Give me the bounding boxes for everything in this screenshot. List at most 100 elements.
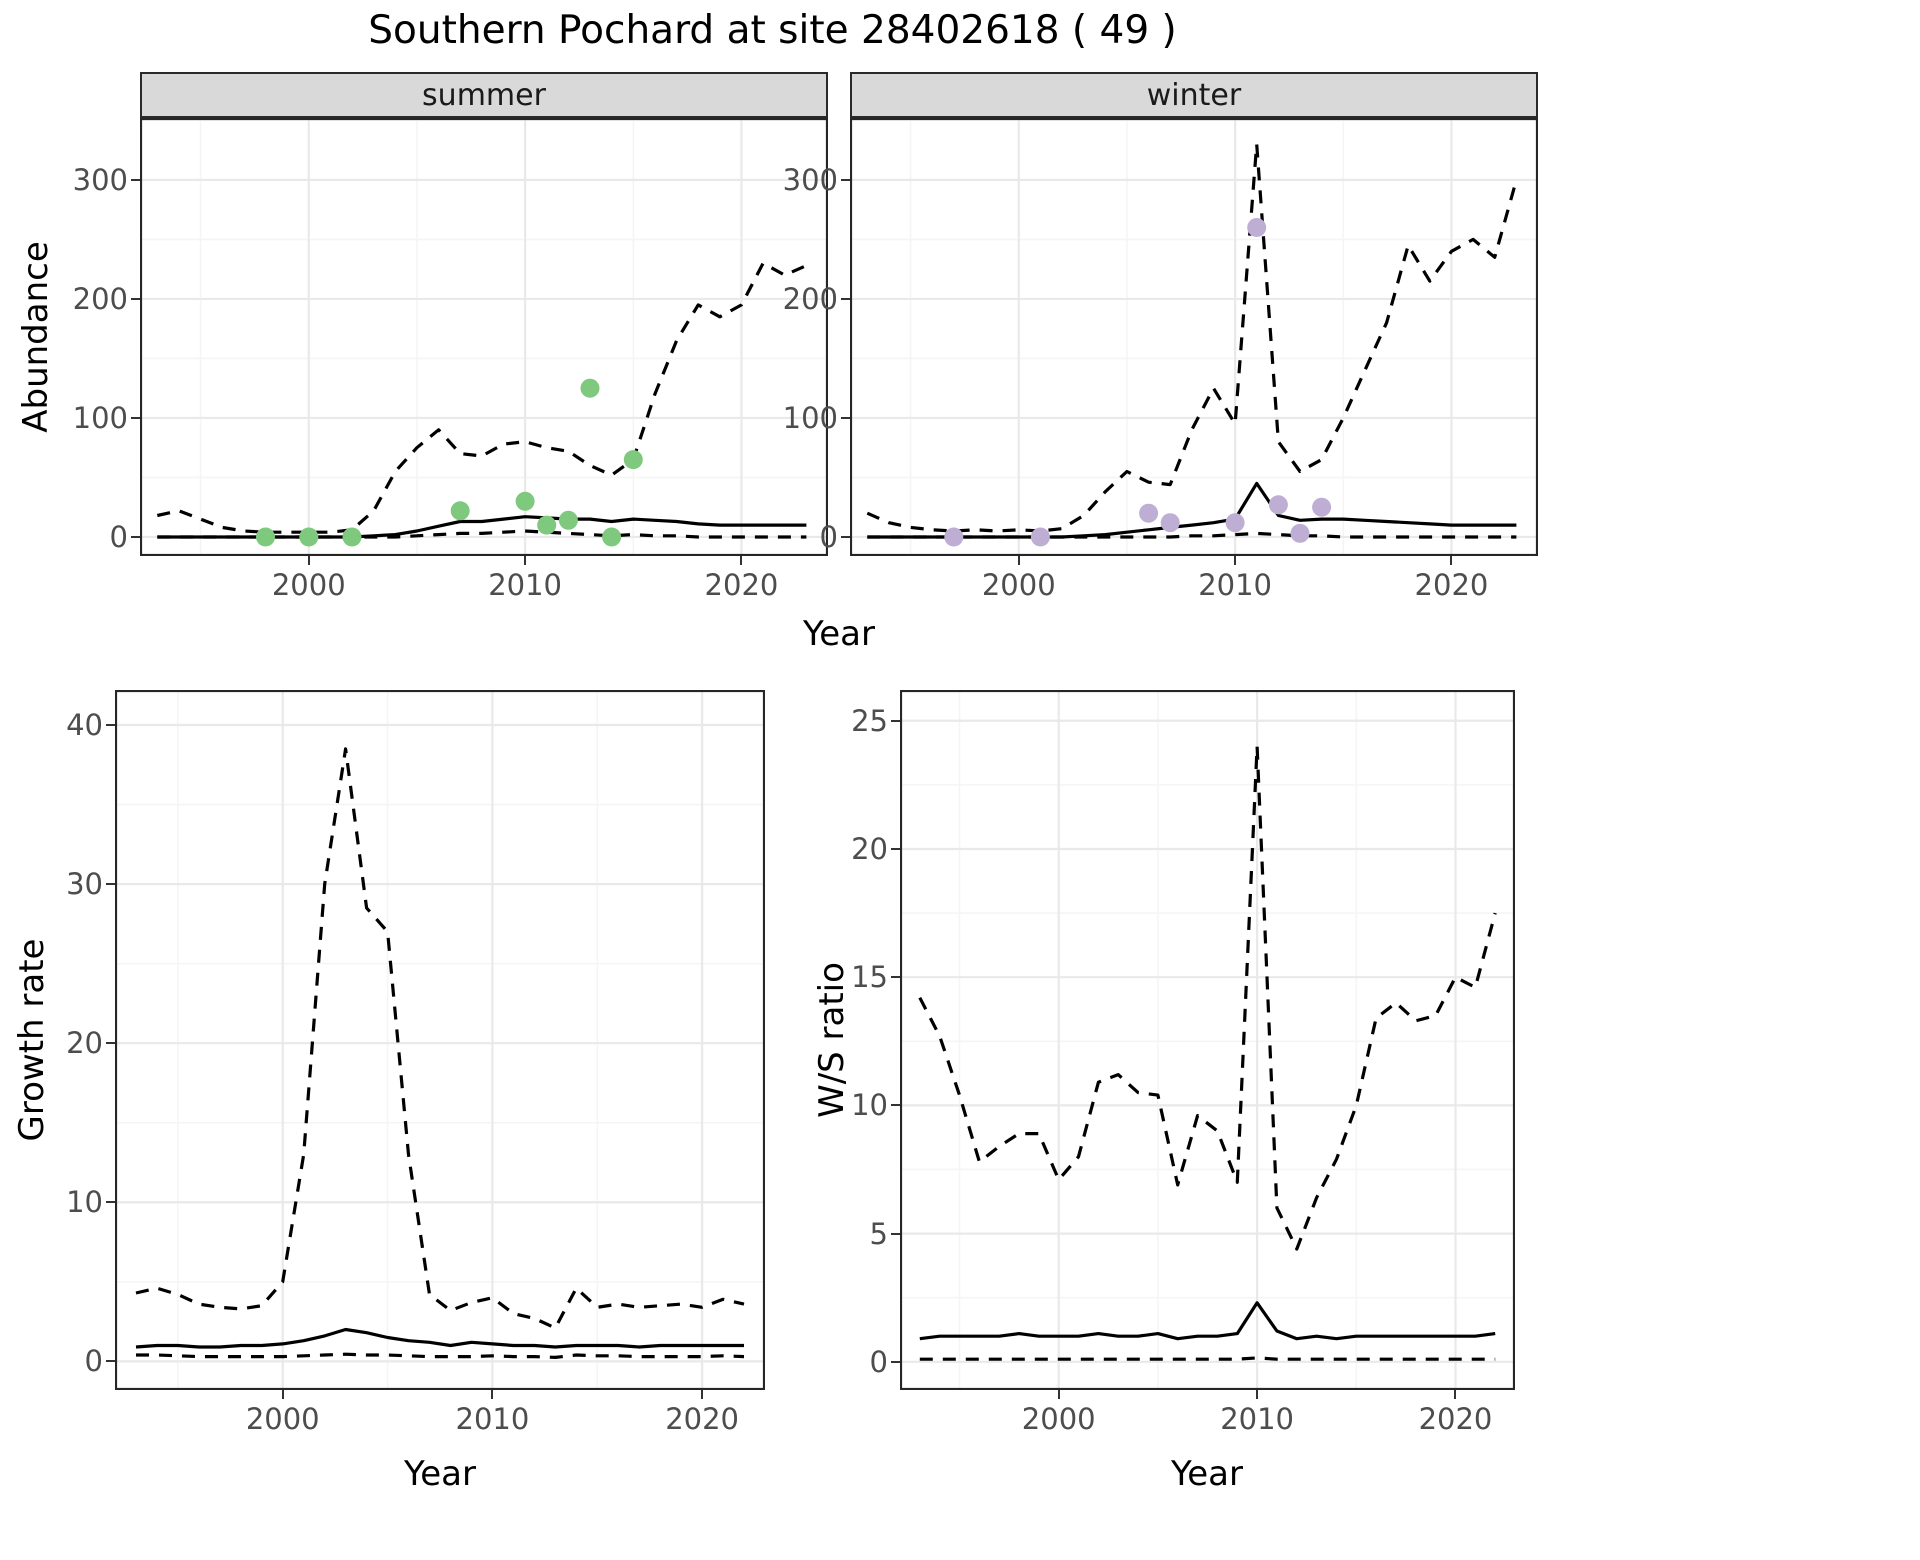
data-point-observed-count [299,527,319,547]
series-upper_ci [866,142,1518,533]
data-point-observed-count [1312,497,1332,517]
y-tick-label: 0 [819,519,838,554]
data-point-observed-count [1268,495,1288,515]
y-tick-mark [841,416,850,419]
series-lower_ci [136,1352,745,1360]
y-tick-mark [891,847,900,850]
y-tick-label: 100 [72,400,128,435]
x-tick-label: 2000 [981,568,1056,602]
series-upper_ci [135,747,745,1330]
x-tick-mark [740,556,743,565]
facet-strip-winter-label: winter [1146,77,1242,113]
x-tick-label: 2010 [488,568,562,602]
x-tick-mark [701,1390,704,1399]
y-tick-label: 10 [851,1088,888,1123]
series-upper_ci [918,744,1497,1251]
y-tick-label: 20 [66,1026,103,1061]
y-tick-mark [841,535,850,538]
y-tick-label: 10 [66,1185,103,1220]
data-point-observed-count [944,527,964,547]
series-upper_ci [156,261,808,534]
y-tick-label: 20 [851,831,888,866]
x-tick-label: 2020 [1414,568,1489,602]
data-point-observed-count [1247,218,1267,237]
x-tick-mark [1454,1390,1457,1399]
x-tick-label: 2000 [245,1402,320,1436]
y-tick-label: 200 [72,281,128,316]
y-tick-mark [891,1360,900,1363]
x-tick-label: 2010 [1220,1402,1294,1436]
panel-border [139,117,829,557]
y-tick-label: 0 [84,1344,103,1379]
facet-strip-winter: winter [850,72,1538,118]
panel-summer-abundance [139,117,829,557]
x-tick-mark [1450,556,1453,565]
series-median [919,1301,1496,1341]
y-tick-mark [131,297,140,300]
data-point-observed-count [515,491,535,511]
y-tick-label: 0 [109,519,128,554]
x-tick-label: 2000 [1021,1402,1096,1436]
data-point-observed-count [256,527,275,547]
data-point-observed-count [1290,523,1310,543]
panel-border [114,689,766,1391]
y-tick-mark [891,1104,900,1107]
x-axis-title-year-growth: Year [404,1454,476,1494]
y-tick-label: 300 [782,162,838,197]
x-tick-mark [1017,556,1020,565]
data-point-observed-count [558,510,578,530]
data-point-observed-count [1030,527,1050,547]
y-tick-mark [106,1042,115,1045]
y-tick-label: 15 [851,960,888,995]
data-point-observed-count [602,527,622,547]
x-tick-mark [524,556,527,565]
y-tick-mark [131,535,140,538]
x-tick-label: 2010 [1198,568,1272,602]
x-tick-mark [1234,556,1237,565]
x-axis-title-year-ws: Year [1171,1454,1243,1494]
chart-canvas-growth [114,689,766,1391]
series-median [867,481,1517,539]
x-tick-label: 2020 [704,568,779,602]
chart-canvas-ws [899,689,1516,1391]
y-tick-mark [106,724,115,726]
x-tick-label: 2000 [271,568,346,602]
y-tick-mark [891,719,900,722]
x-tick-mark [1057,1390,1060,1399]
facet-strip-summer-label: summer [422,77,546,113]
y-tick-label: 200 [782,281,838,316]
y-tick-label: 30 [66,867,103,902]
facet-strip-summer: summer [140,72,828,118]
y-tick-mark [891,1232,900,1235]
panel-border [849,117,1539,557]
chart-canvas-winter [849,117,1539,557]
data-point-observed-count [342,527,362,547]
y-tick-label: 100 [782,400,838,435]
x-tick-mark [491,1390,494,1399]
data-point-observed-count [623,450,643,470]
x-tick-label: 2010 [455,1402,530,1436]
series-lower_ci [157,529,807,539]
panel-growth-rate [114,689,766,1391]
data-point-observed-count [1139,503,1159,523]
series-median [135,1327,744,1349]
y-tick-mark [131,416,140,419]
x-tick-label: 2020 [1418,1402,1493,1436]
y-tick-label: 300 [72,162,128,197]
panel-ws-ratio [899,689,1516,1391]
series-lower_ci [919,1356,1496,1361]
y-tick-mark [841,297,850,300]
y-tick-mark [891,976,900,979]
y-tick-mark [841,178,850,181]
data-point-observed-count [1160,513,1180,533]
panel-winter-abundance [849,117,1539,557]
x-tick-mark [307,556,310,565]
panel-border [899,689,1516,1391]
x-tick-label: 2020 [665,1402,739,1436]
chart-canvas-summer [139,117,829,557]
series-lower_ci [867,531,1517,539]
x-tick-mark [1256,1390,1259,1399]
figure-title: Southern Pochard at site 28402618 ( 49 ) [368,8,1177,53]
y-tick-mark [106,1201,115,1204]
